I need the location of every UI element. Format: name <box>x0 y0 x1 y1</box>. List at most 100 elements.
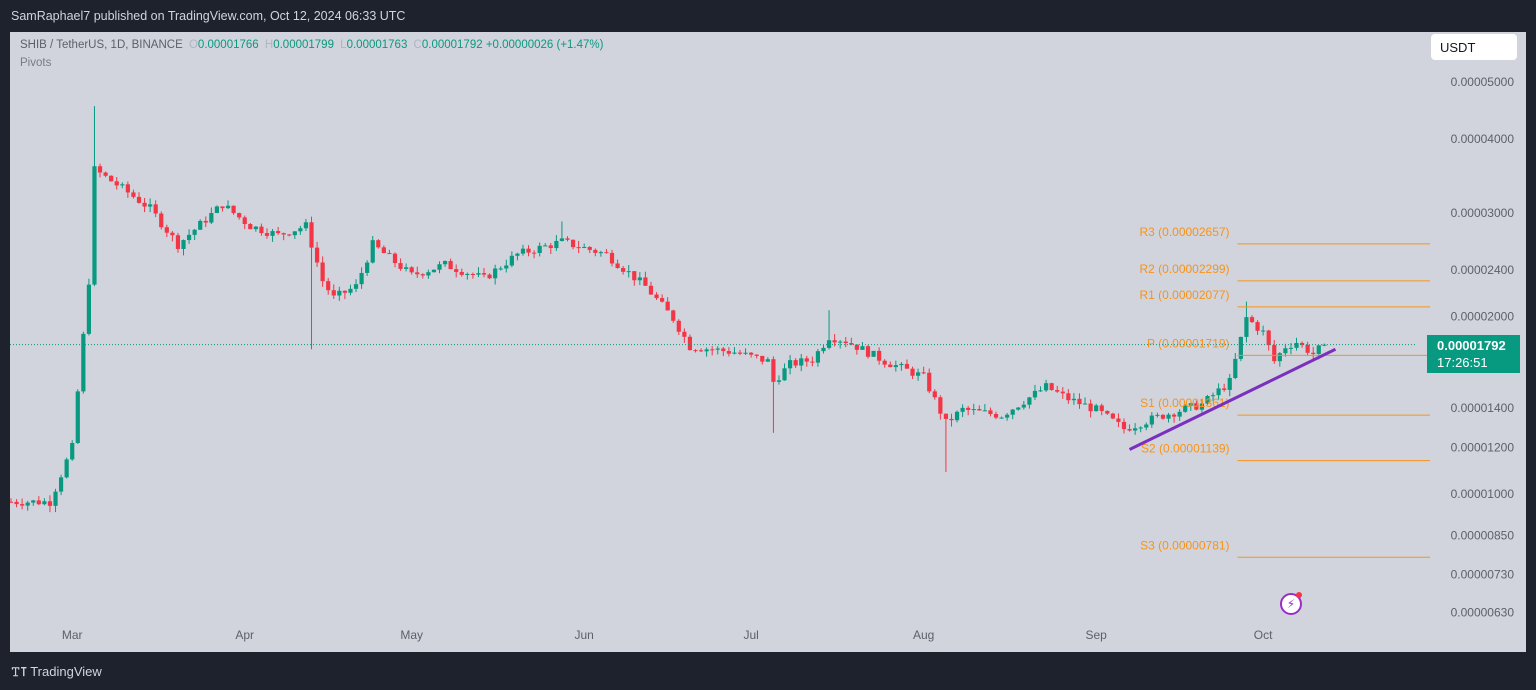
candle-body <box>42 501 47 505</box>
candle-body <box>704 349 709 352</box>
candle-body <box>420 274 425 276</box>
candle-body <box>1216 388 1221 396</box>
candle-body <box>993 413 999 418</box>
candle-body <box>871 350 876 357</box>
candle-body <box>415 272 420 275</box>
candle-body <box>114 181 119 186</box>
candle-body <box>943 413 949 419</box>
candle-body <box>365 262 370 273</box>
x-tick-label: Oct <box>1254 628 1273 642</box>
candle-body <box>726 351 731 354</box>
candle-body <box>793 360 798 366</box>
candle-body <box>565 238 570 240</box>
candle-body <box>298 228 303 232</box>
candle-body <box>448 261 453 270</box>
candle-body <box>64 459 69 478</box>
candle-body <box>999 417 1004 419</box>
candle-body <box>470 273 475 275</box>
candle-body <box>281 233 286 235</box>
currency-button[interactable]: USDT <box>1431 34 1517 60</box>
close-key: C <box>413 39 422 51</box>
candle-body <box>1249 317 1255 323</box>
candle-body <box>637 277 642 281</box>
candle-body <box>120 184 125 186</box>
high-key: H <box>264 39 274 51</box>
ohlc-legend: SHIB / TetherUS, 1D, BINANCE O0.00001766… <box>20 39 603 51</box>
candle-body <box>671 310 676 321</box>
candle-body <box>1032 390 1038 398</box>
candle-body <box>754 354 759 356</box>
price-chart[interactable]: 0.00005000 0.00004000 0.00003000 0.00002400… <box>10 32 1526 652</box>
candle-body <box>660 298 665 302</box>
candle-body <box>75 391 80 444</box>
candle-body <box>1283 348 1288 354</box>
x-tick-label: May <box>400 628 423 642</box>
candle-body <box>888 364 893 368</box>
candle-body <box>303 222 309 229</box>
candle-body <box>1099 405 1104 411</box>
candle-body <box>954 411 960 421</box>
candle-body <box>92 166 97 285</box>
y-tick-label: 0.00000630 <box>1451 605 1515 619</box>
y-tick-label: 0.00000850 <box>1451 529 1515 543</box>
candle-body <box>554 240 559 249</box>
low-value: 0.00001763 <box>346 39 408 51</box>
candle-body <box>31 500 36 503</box>
bar-countdown: 17:26:51 <box>1437 354 1488 370</box>
pivot-label: R1 (0.00002077) <box>1139 288 1229 302</box>
candle-body <box>1055 389 1060 392</box>
candle-body <box>771 359 776 382</box>
candle-body <box>214 206 220 213</box>
candle-body <box>821 347 826 352</box>
candle-body <box>776 380 782 382</box>
candle-body <box>1149 415 1154 425</box>
candle-body <box>1177 411 1182 417</box>
candle-body <box>1133 428 1138 431</box>
notification-dot <box>1296 592 1302 598</box>
candle-body <box>615 263 620 269</box>
candle-body <box>465 273 470 275</box>
candle-body <box>426 272 431 276</box>
candle-body <box>782 368 787 381</box>
candle-body <box>598 252 603 254</box>
candle-body <box>1255 322 1260 331</box>
candle-body <box>982 410 987 412</box>
x-tick-label: Jun <box>575 628 594 642</box>
candle-body <box>893 365 898 368</box>
candle-body <box>220 206 225 209</box>
trendline[interactable] <box>1128 347 1337 451</box>
candle-body <box>459 271 464 275</box>
candle-body <box>198 220 203 230</box>
candle-body <box>36 500 41 505</box>
candle-body <box>988 410 993 414</box>
indicator-label[interactable]: Pivots <box>20 57 52 69</box>
candle-body <box>476 273 481 275</box>
candle-body <box>1105 410 1110 414</box>
candle-body <box>242 217 247 225</box>
candle-body <box>58 477 64 492</box>
candle-body <box>676 320 681 332</box>
candle-body <box>331 290 336 296</box>
tradingview-logo[interactable]: 𝚃⊺ TradingView <box>11 664 102 680</box>
footer: 𝚃⊺ TradingView <box>0 652 1536 690</box>
candle-body <box>587 246 592 250</box>
candle-body <box>1171 414 1177 417</box>
open-value: 0.00001766 <box>197 39 259 51</box>
candle-body <box>749 352 754 355</box>
candle-body <box>1066 393 1071 401</box>
lightning-icon[interactable]: ⚡ <box>1280 592 1302 615</box>
candle-body <box>788 360 793 369</box>
candle-body <box>10 501 14 503</box>
y-tick-label: 0.00004000 <box>1451 132 1515 146</box>
candle-body <box>971 409 976 411</box>
high-value: 0.00001799 <box>273 39 334 51</box>
candle-body <box>1071 398 1077 401</box>
candle-body <box>632 271 637 281</box>
candle-body <box>348 288 353 293</box>
chart-panel[interactable]: 0.00005000 0.00004000 0.00003000 0.00002400… <box>10 32 1526 652</box>
candle-body <box>97 166 103 173</box>
y-tick-label: 0.00002400 <box>1451 263 1515 277</box>
candle-body <box>81 333 86 392</box>
candle-body <box>532 252 537 254</box>
candle-body <box>609 252 615 264</box>
